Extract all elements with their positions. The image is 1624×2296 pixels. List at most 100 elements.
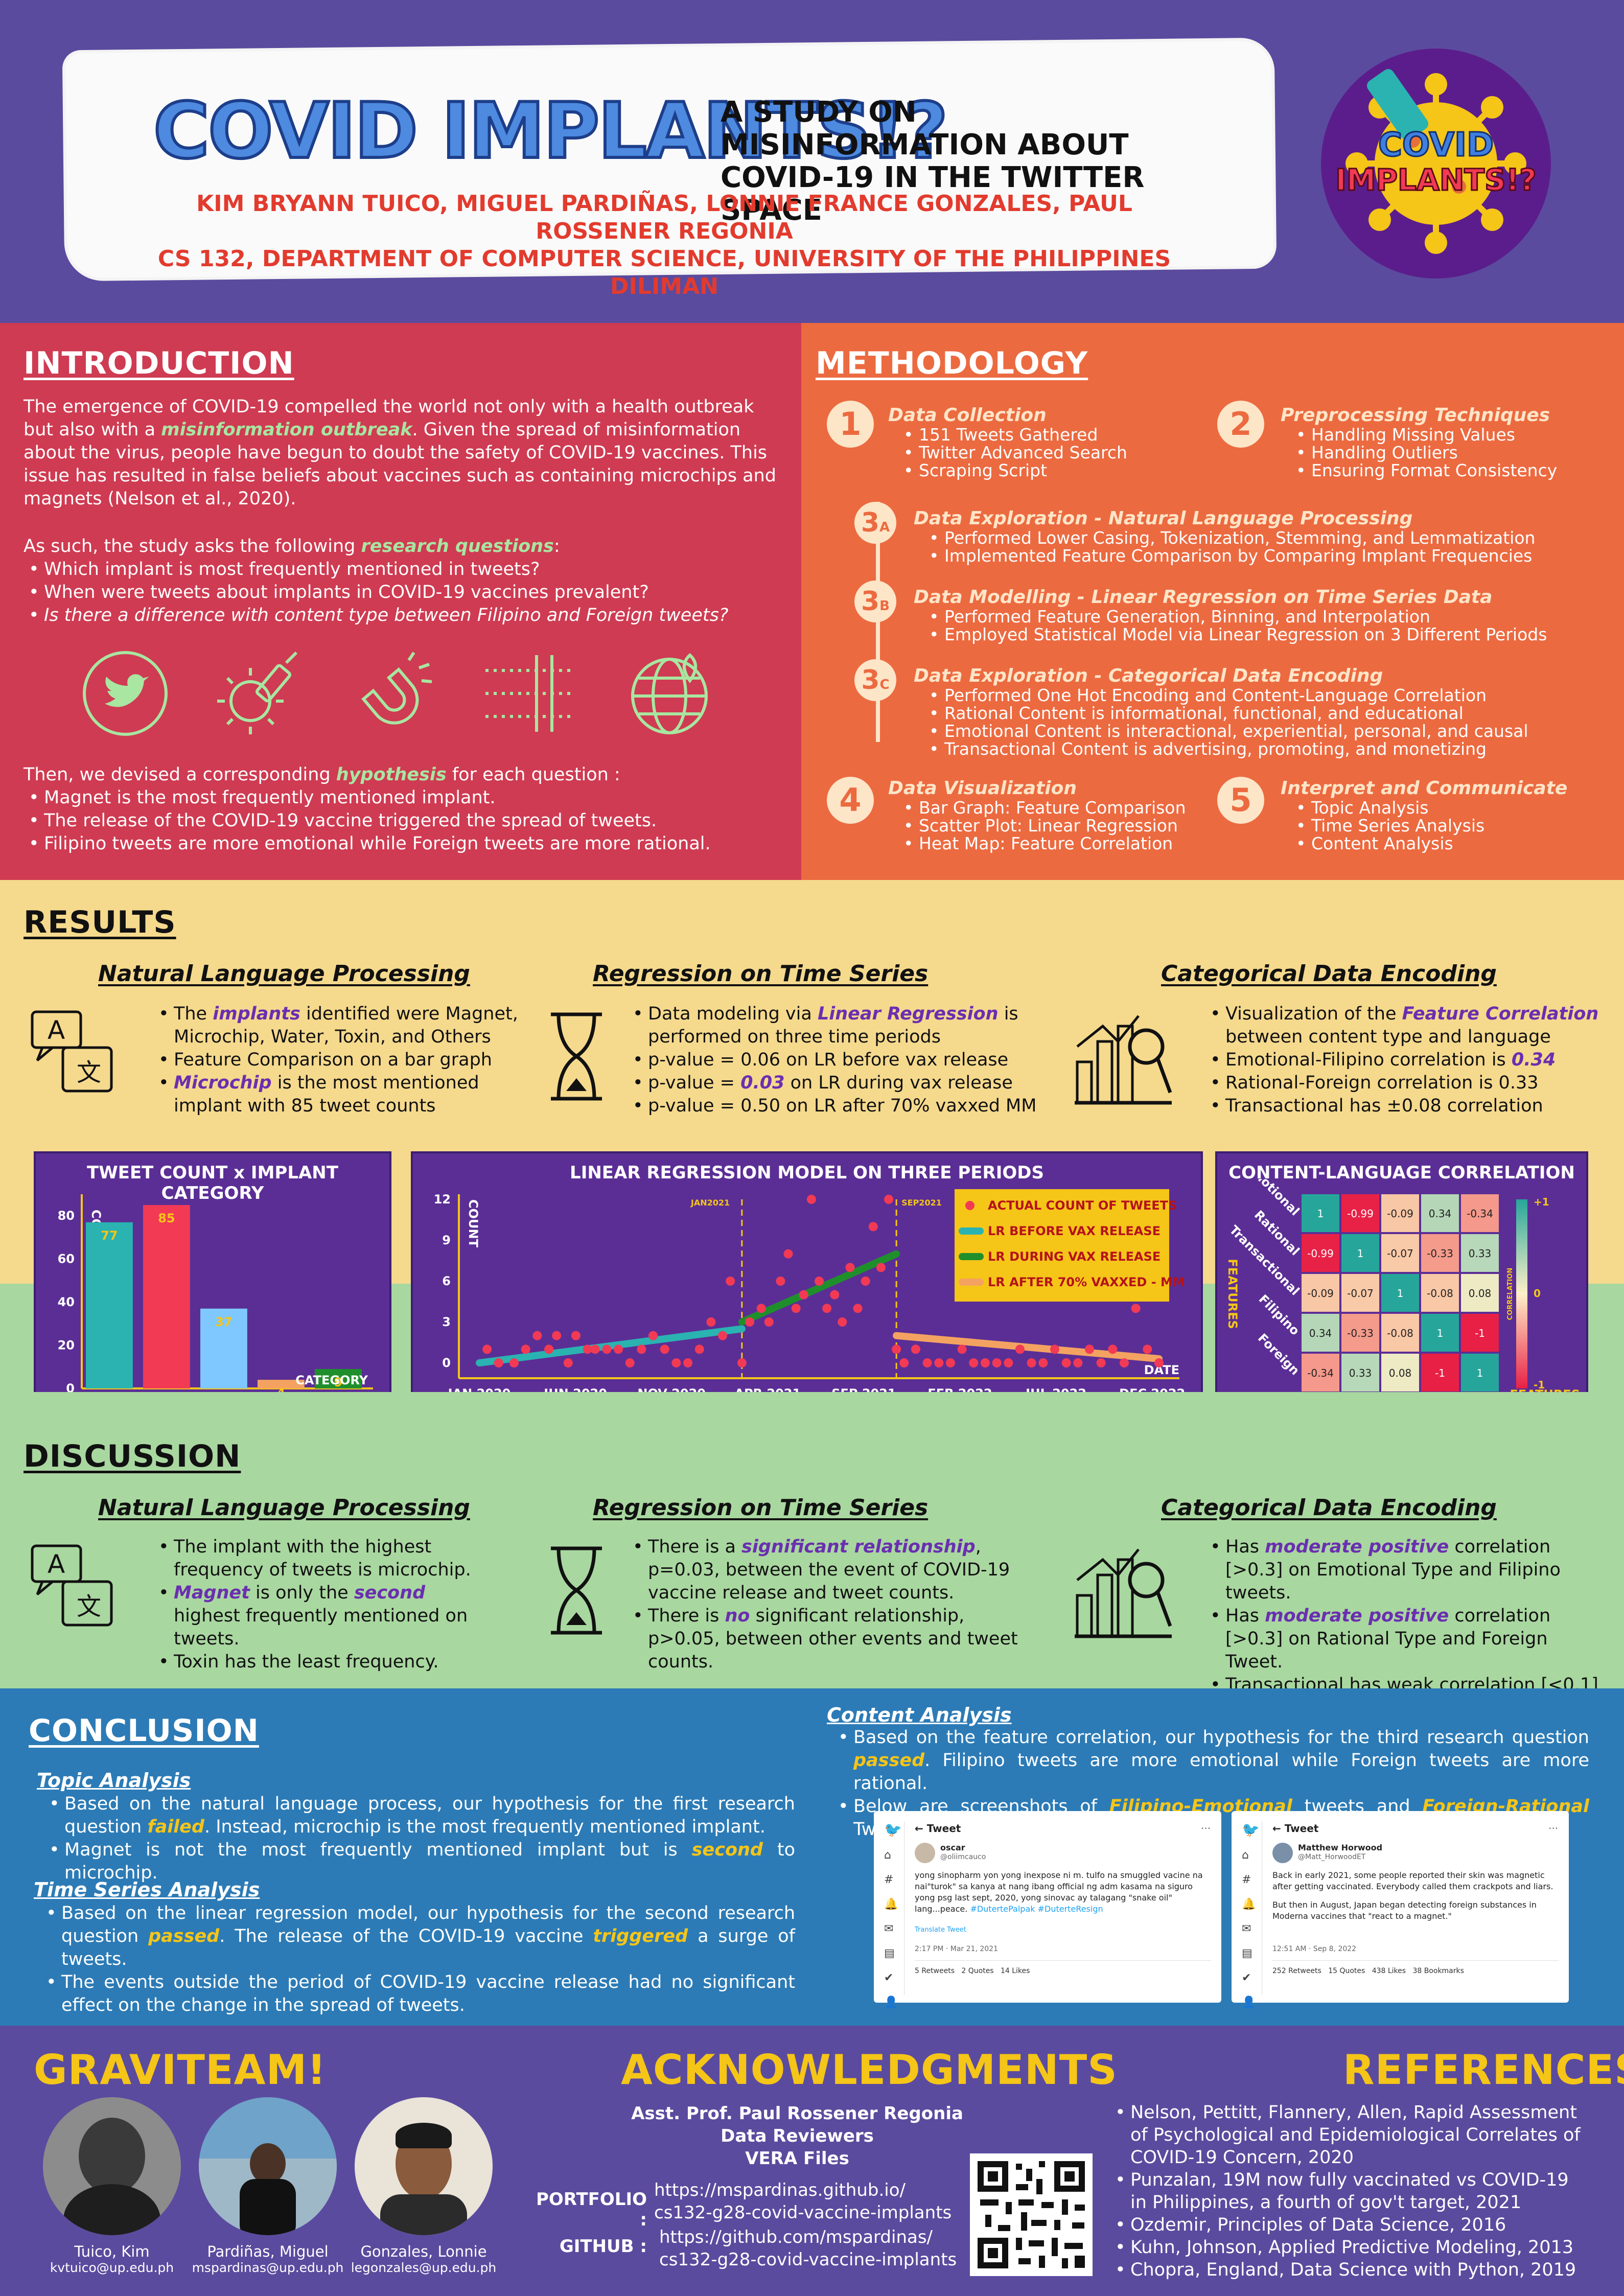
tweet-author-name[interactable]: Matthew Horwood bbox=[1298, 1843, 1383, 1852]
list-item: Implemented Feature Comparison by Compar… bbox=[929, 547, 1619, 565]
highlight: moderate positive bbox=[1265, 1606, 1449, 1626]
colorbar-label: CORRELATION bbox=[1506, 1268, 1514, 1320]
data-point bbox=[791, 1304, 801, 1313]
intro-highlight-rq: research questions bbox=[361, 536, 554, 556]
legend-marker bbox=[965, 1201, 975, 1210]
text: a surge of tweets. bbox=[61, 1926, 795, 1969]
time-series-analysis-title: Time Series Analysis bbox=[34, 1878, 260, 1901]
footer-section: GRAVITEAM! Tuico, Kim kvtuico@up.edu.ph P… bbox=[0, 2026, 1624, 2296]
bar bbox=[200, 1308, 247, 1388]
tweet-hashtags[interactable]: #DutertePalpak #DuterteResign bbox=[970, 1904, 1103, 1914]
more-options-icon[interactable]: ··· bbox=[1548, 1822, 1559, 1835]
translate-icon: A 文 bbox=[31, 1544, 113, 1627]
heatmap-cell-label: 1 bbox=[1437, 1327, 1444, 1339]
list-item: Chopra, England, Data Science with Pytho… bbox=[1115, 2259, 1590, 2281]
quotes-count[interactable]: 15 Quotes bbox=[1328, 1967, 1365, 1975]
data-point bbox=[1004, 1358, 1013, 1367]
page-subtitle: A STUDY ON MISINFORMATION ABOUT COVID-19… bbox=[721, 96, 1145, 227]
introduction-heading: INTRODUCTION bbox=[24, 345, 294, 381]
translate-tweet-link[interactable]: Translate Tweet bbox=[915, 1926, 966, 1934]
list-item: Emotional-Filipino correlation is 0.34 bbox=[1210, 1049, 1609, 1072]
tweet-screenshot-filipino: 🐦 ⌂ # 🔔 ✉ ▤ ✔ 👤 ← Tweet ··· oscar @oliimcauco … bbox=[874, 1811, 1221, 2009]
heatmap-cell-label: 1 bbox=[1477, 1367, 1483, 1379]
data-point bbox=[1073, 1358, 1083, 1367]
likes-count[interactable]: 14 Likes bbox=[1000, 1967, 1030, 1975]
tweet-text: yong sinopharm yon yong inexpose ni m. t… bbox=[915, 1870, 1203, 1914]
text: microchip. bbox=[378, 1560, 471, 1580]
data-point bbox=[922, 1358, 932, 1367]
step-title: Data Exploration - Categorical Data Enco… bbox=[914, 665, 1383, 686]
list-item: Performed Lower Casing, Tokenization, St… bbox=[929, 529, 1619, 547]
list-item: Which implant is most frequently mention… bbox=[29, 558, 780, 581]
avatar[interactable] bbox=[1272, 1843, 1293, 1863]
y-tick-label: 6 bbox=[442, 1274, 451, 1288]
colorbar-tick: 0 bbox=[1534, 1287, 1541, 1300]
intro-highlight-misinformation: misinformation outbreak bbox=[161, 420, 412, 440]
quotes-count[interactable]: 2 Quotes bbox=[961, 1967, 994, 1975]
heatmap-cell bbox=[1341, 1354, 1379, 1391]
avatar[interactable] bbox=[915, 1843, 935, 1863]
data-point bbox=[602, 1344, 612, 1354]
legend-box bbox=[955, 1189, 1169, 1302]
tweet-body: yong sinopharm yon yong inexpose ni m. t… bbox=[915, 1870, 1211, 1915]
list-item: The events outside the period of COVID-1… bbox=[46, 1971, 795, 2017]
heatmap-cell-label: -1 bbox=[1435, 1367, 1445, 1379]
tweet-author-handle[interactable]: @oliimcauco bbox=[940, 1853, 986, 1861]
bar-value-label: 37 bbox=[215, 1315, 232, 1329]
heatmap-cell bbox=[1421, 1354, 1459, 1391]
likes-count[interactable]: 438 Likes bbox=[1372, 1967, 1406, 1975]
list-item: Based on the linear regression model, ou… bbox=[46, 1902, 795, 1971]
text: The bbox=[174, 1004, 213, 1024]
acknowledgments-list: Asst. Prof. Paul Rossener Regonia Data R… bbox=[618, 2102, 976, 2170]
retweets-count[interactable]: 5 Retweets bbox=[915, 1967, 955, 1975]
data-point bbox=[845, 1263, 855, 1272]
github-label: GITHUB : bbox=[559, 2236, 647, 2257]
github-link[interactable]: https://github.com/mspardinas/ cs132-g28… bbox=[659, 2227, 957, 2270]
more-options-icon[interactable]: ··· bbox=[1201, 1822, 1211, 1835]
introduction-section: INTRODUCTION The emergence of COVID-19 c… bbox=[0, 323, 801, 880]
text: is performed on three time periods bbox=[648, 1004, 1018, 1047]
tweet-header-label: Tweet bbox=[1284, 1822, 1319, 1835]
topic-analysis-list: Based on the natural language process, o… bbox=[49, 1793, 795, 1885]
list-item: There is a significant relationship, p=0… bbox=[633, 1536, 1041, 1605]
back-arrow-icon[interactable]: ← bbox=[915, 1822, 927, 1835]
heatmap-cell-label: 0.08 bbox=[1389, 1367, 1412, 1379]
step-1-badge: 1 bbox=[827, 401, 874, 448]
x-axis-label: CATEGORY bbox=[295, 1373, 368, 1387]
discussion-nlp-title: Natural Language Processing bbox=[98, 1495, 470, 1521]
retweets-count[interactable]: 252 Retweets bbox=[1272, 1967, 1321, 1975]
step-3b-badge: 3B bbox=[854, 581, 896, 622]
regression-line bbox=[476, 1325, 746, 1366]
list-item: Ozdemir, Principles of Data Science, 201… bbox=[1115, 2214, 1590, 2236]
bookmarks-count[interactable]: 38 Bookmarks bbox=[1412, 1967, 1464, 1975]
heatmap-cell bbox=[1381, 1194, 1419, 1232]
list-item: Scraping Script bbox=[903, 461, 1195, 479]
heatmap-cell bbox=[1302, 1194, 1339, 1232]
tweet-author-handle[interactable]: @Matt_HorwoodET bbox=[1298, 1853, 1366, 1861]
subsection-title: Regression on Time Series bbox=[593, 1495, 929, 1521]
heatmap-cell-label: 1 bbox=[1357, 1247, 1364, 1260]
y-tick-label: 20 bbox=[58, 1338, 75, 1353]
tweet-author-name[interactable]: oscar bbox=[940, 1843, 965, 1852]
heatmap-cell bbox=[1461, 1314, 1499, 1352]
highlight: implants bbox=[213, 1004, 300, 1024]
member-email[interactable]: kvtuico@up.edu.ph bbox=[50, 2260, 174, 2275]
colorbar bbox=[1516, 1199, 1527, 1388]
heatmap-cell-label: -0.99 bbox=[1347, 1208, 1374, 1220]
member-email[interactable]: mspardinas@up.edu.ph bbox=[192, 2260, 344, 2275]
text: . Instead, microchip is the most frequen… bbox=[204, 1817, 765, 1837]
back-arrow-icon[interactable]: ← bbox=[1272, 1822, 1285, 1835]
data-point bbox=[957, 1344, 967, 1354]
member-email[interactable]: legonzales@up.edu.ph bbox=[351, 2260, 497, 2275]
subsection-title: Natural Language Processing bbox=[98, 961, 470, 987]
step-3c: Data Exploration - Categorical Data Enco… bbox=[914, 665, 1619, 758]
heatmap-cell bbox=[1341, 1314, 1379, 1352]
qr-code-icon[interactable] bbox=[970, 2153, 1093, 2276]
text: Emotional-Filipino correlation is bbox=[1225, 1050, 1512, 1070]
bar bbox=[258, 1380, 305, 1388]
regression-line bbox=[893, 1332, 1163, 1362]
event-marker-label: JAN2021 bbox=[690, 1198, 730, 1208]
list-item: Performed One Hot Encoding and Content-L… bbox=[929, 686, 1619, 704]
portfolio-link[interactable]: https://mspardinas.github.io/ cs132-g28-… bbox=[654, 2180, 952, 2223]
content-analysis-title: Content Analysis bbox=[827, 1704, 1012, 1726]
